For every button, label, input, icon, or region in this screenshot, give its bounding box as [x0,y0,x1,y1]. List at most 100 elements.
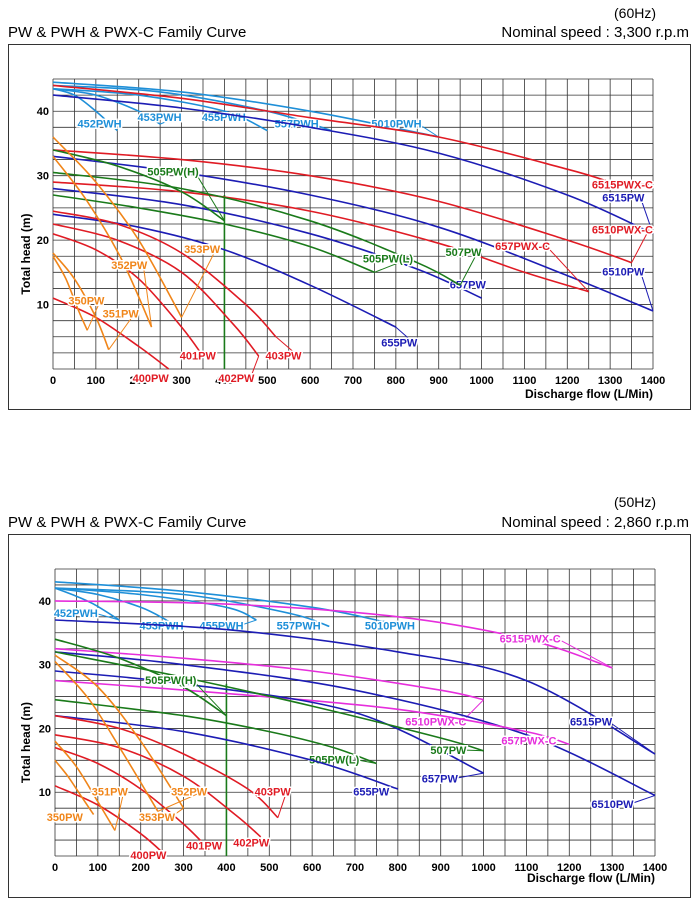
series-line-557pwh [54,587,330,628]
series-label-505pw-h: 505PW(H) [147,167,199,179]
series-leader-6515pw [607,720,656,755]
series-label-6515pwx-c: 6515PWX-C [500,633,561,645]
x-tick-label: 700 [344,375,362,387]
series-leader-6510pw [639,271,654,312]
x-tick-label: 0 [50,375,56,387]
x-tick-label: 500 [260,862,278,874]
series-line-657pw [52,187,482,299]
y-tick-label: 30 [37,171,49,183]
series-label-505pw-l: 505PW(L) [309,755,359,767]
series-line-505pw-l [54,698,377,765]
series-label-5010pwh: 5010PWH [371,118,421,130]
series-label-6510pw: 6510PW [602,267,645,279]
series-leader-6510pwx-c [631,229,650,263]
series-leader-5010pwh [376,619,412,627]
series-label-6510pwx-c: 6510PWX-C [405,716,466,728]
series-leader-6510pw [629,794,656,805]
series-label-352pw: 352PW [171,786,208,798]
series-label-352pw: 352PW [111,260,148,272]
series-label-350pw: 350PW [68,296,105,308]
chart2-plot: 0 100 200 300 400 500 600 700 800 900 1000 1100 1200… [19,568,667,885]
series-label-400pw: 400PW [133,373,170,385]
series-leader-402pw [249,355,260,379]
series-label-351pw: 351PW [92,786,129,798]
x-tick-label: 800 [387,375,405,387]
series-label-657pwx-c: 657PWX-C [501,735,556,747]
chart2-frame [8,534,691,898]
chart1-plot: 0 100 200 300 400 500 600 700 800 900 1000 1100 1200… [19,78,665,401]
series-line-657pw [54,670,484,774]
x-tick-label: 300 [172,375,190,387]
series-line-507pw [52,171,461,286]
x-axis-title: Discharge flow (L/Min) [525,387,653,401]
series-line-350pw [54,759,95,815]
x-axis-title: Discharge flow (L/Min) [527,871,655,885]
x-tick-label: 100 [89,862,107,874]
series-label-505pw-l: 505PW(L) [363,254,413,266]
grid [52,78,654,370]
series-label-657pw: 657PW [450,279,487,291]
series-leader-350pw [86,300,101,331]
series-line-453pwh [54,587,167,621]
series-leader-453pwh [159,116,178,125]
series-line-452pwh [54,587,120,621]
x-tick-label: 1400 [643,862,667,874]
series-line-6510pw [54,651,656,797]
series-line-402pw [54,734,262,838]
x-tick-label: 0 [52,862,58,874]
x-tick-label: 600 [303,862,321,874]
series-leader-352pw [157,790,204,812]
y-tick-label: 40 [39,596,51,608]
chart2-frequency: (50Hz) [614,494,657,510]
series-line-352pw [54,660,159,812]
series-label-353pw: 353PW [184,244,221,256]
series-line-6515pw [54,619,656,755]
series-leader-505pw-l [374,258,410,273]
series-label-655pw: 655PW [381,337,418,349]
series-line-402pw [52,223,260,357]
y-tick-label: 20 [39,723,51,735]
series-line-6515pw [52,94,654,235]
series-line-353pw [54,654,185,809]
series-label-400pw: 400PW [130,850,167,862]
series-label-351pw: 351PW [103,308,140,320]
x-tick-label: 700 [346,862,364,874]
x-tick-label: 1300 [598,375,622,387]
series-leader-352pw [142,265,153,328]
chart1-frequency: (60Hz) [614,5,657,21]
y-tick-label: 40 [37,106,49,118]
series-label-657pwx-c: 657PWX-C [495,241,550,253]
series-label-452pwh: 452PWH [54,608,98,620]
chart2-title: PW & PWH & PWX-C Family Curve [8,514,247,531]
series-line-557pwh [52,84,332,132]
series-line-400pw [52,297,170,370]
series-label-505pw-h: 505PW(H) [145,675,197,687]
x-tick-label: 1000 [471,862,495,874]
series-label-401pw: 401PW [180,350,217,362]
series-line-6510pwx-c [54,647,484,701]
series-label-402pw: 402PW [233,837,270,849]
chart2-speed: Nominal speed : 2,860 r.p.m [501,514,689,531]
series-leader-455pwh [239,619,257,627]
series-line-353pw [52,136,183,318]
series-label-452pwh: 452PWH [78,118,122,130]
series-leader-6515pwx-c [556,637,613,669]
series-line-657pwx-c [54,679,570,746]
x-tick-label: 500 [258,375,276,387]
x-tick-label: 900 [432,862,450,874]
series-line-350pw [52,255,89,331]
series-line-6510pwx-c [52,149,632,264]
series-leader-351pw [108,313,136,350]
series-leader-353pw [170,807,184,818]
grid [54,568,656,857]
y-axis-title: Total head (m) [19,213,33,294]
series-leader-505pw-h [192,679,227,717]
series-leader-403pw [275,336,298,356]
series-line-352pw [52,155,153,328]
series-leader-403pw [277,791,288,818]
x-tick-label: 1100 [514,862,538,874]
series-line-403pw [54,714,279,819]
series-line-452pwh [52,87,118,132]
series-leader-353pw [181,248,217,318]
series-label-453pwh: 453PWH [138,112,182,124]
